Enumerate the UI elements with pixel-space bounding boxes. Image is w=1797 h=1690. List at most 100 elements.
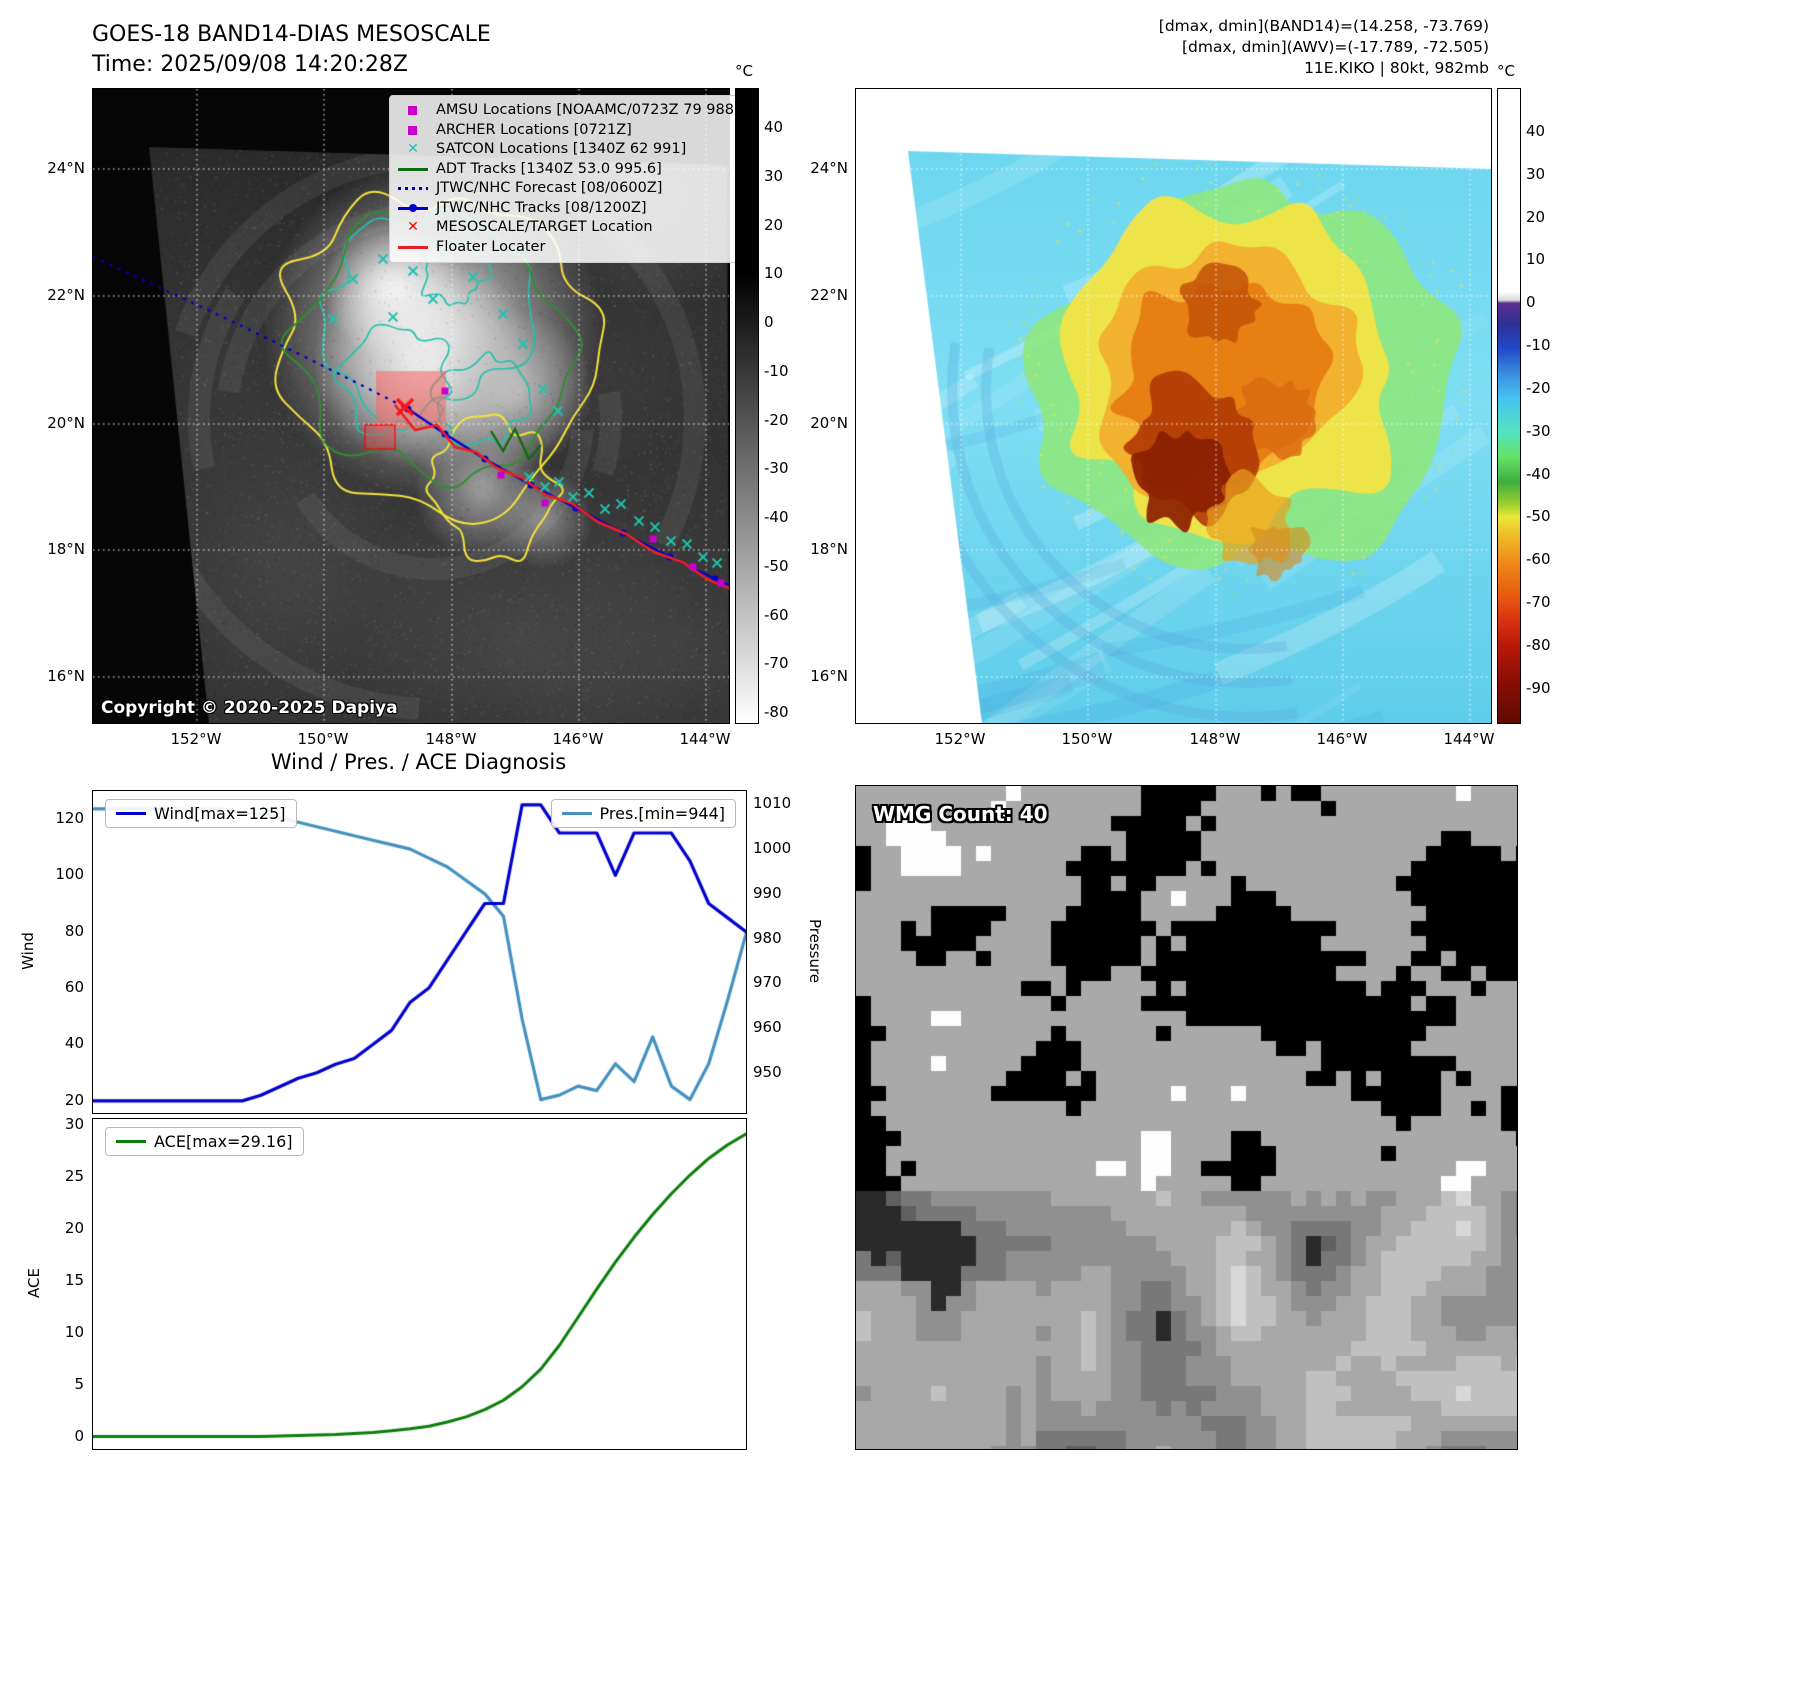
lat-tick-label: 20°N	[810, 414, 848, 432]
dmax-band14-text: [dmax, dmin](BAND14)=(14.258, -73.769)	[1158, 17, 1489, 35]
wind-pressure-canvas	[93, 791, 746, 1113]
wind-legend: Wind[max=125]	[105, 799, 297, 828]
colorbar-tick-label: -30	[764, 459, 789, 478]
ace-ytick-label: 5	[74, 1374, 84, 1393]
panel-tl-title: GOES-18 BAND14-DIAS MESOSCALE	[92, 22, 491, 47]
colorbar-tick-label: 40	[764, 118, 784, 136]
legend-item: Floater Locater	[396, 238, 740, 258]
lat-tick-label: 16°N	[47, 667, 85, 685]
wmg-canvas	[856, 786, 1517, 1449]
pressure-ytick-label: 1000	[753, 839, 792, 858]
legend-item-label: ARCHER Locations [0721Z]	[436, 121, 632, 138]
colorbar-tick-label: -50	[764, 556, 789, 575]
line-dotted-marker-icon	[396, 181, 430, 196]
colorbar-tick-label: -90	[1526, 678, 1551, 697]
wind-axis-label: Wind	[19, 932, 37, 970]
wmg-count-label: WMG Count: 40	[873, 802, 1048, 826]
wind-line-icon	[116, 812, 146, 815]
colorbar-tick-label: 40	[1526, 121, 1546, 140]
colorbar-tick-label: -20	[764, 410, 789, 429]
ace-ytick-label: 20	[64, 1219, 84, 1237]
lat-tick-label: 20°N	[47, 414, 85, 432]
colorbar-tick-label: -30	[1526, 421, 1551, 440]
panel-tl-time: Time: 2025/09/08 14:20:28Z	[92, 52, 408, 77]
colorbar-unit-left: °C	[735, 62, 753, 80]
legend-item: ✕ MESOSCALE/TARGET Location	[396, 218, 740, 238]
legend-item: ADT Tracks [1340Z 53.0 995.6]	[396, 160, 740, 180]
ace-ytick-label: 15	[64, 1270, 84, 1289]
lon-tick-label: 148°W	[425, 730, 477, 748]
lon-tick-label: 150°W	[1061, 730, 1113, 748]
colorbar-tick-label: -60	[764, 605, 789, 624]
pressure-legend: Pres.[min=944]	[550, 799, 736, 828]
square-marker-icon	[396, 103, 430, 118]
colorbar-tick-label: 10	[764, 264, 784, 283]
lon-tick-label: 150°W	[297, 730, 349, 748]
wind-ytick-label: 120	[55, 808, 84, 827]
lon-tick-label: 144°W	[679, 730, 731, 748]
legend-item: JTWC/NHC Tracks [08/1200Z]	[396, 199, 740, 219]
colorbar-tick-label: 20	[1526, 207, 1546, 226]
dmax-awv-text: [dmax, dmin](AWV)=(-17.789, -72.505)	[1182, 38, 1489, 56]
ace-ytick-label: 0	[74, 1426, 84, 1445]
pressure-ytick-label: 960	[753, 1018, 782, 1037]
legend-item-label: MESOSCALE/TARGET Location	[436, 219, 653, 235]
ace-axis-label: ACE	[25, 1268, 43, 1298]
colorbar-tick-label: -10	[764, 361, 789, 380]
wind-ytick-label: 100	[55, 865, 84, 884]
lat-tick-label: 24°N	[47, 159, 85, 177]
lat-tick-label: 24°N	[810, 159, 848, 177]
ace-ytick-label: 10	[64, 1322, 84, 1341]
legend-item: JTWC/NHC Forecast [08/0600Z]	[396, 179, 740, 199]
awv-map-panel	[855, 88, 1492, 724]
wind-ytick-label: 40	[64, 1034, 84, 1053]
line-marker-marker-icon	[396, 201, 430, 216]
colorbar-tick-label: -70	[1526, 593, 1551, 612]
pressure-line-icon	[561, 812, 592, 815]
lat-tick-label: 22°N	[47, 286, 85, 304]
colorbar-tick-label: -50	[1526, 507, 1551, 526]
colorbar-tick-label: -70	[764, 654, 789, 673]
pressure-ytick-label: 980	[753, 928, 782, 947]
line-marker-icon	[396, 162, 430, 177]
colorbar-tick-label: 30	[1526, 164, 1546, 183]
legend-item: ✕ SATCON Locations [1340Z 62 991]	[396, 140, 740, 160]
colorbar-tick-label: -10	[1526, 336, 1551, 355]
colorbar-tick-label: -60	[1526, 550, 1551, 569]
legend-item-label: AMSU Locations [NOAAMC/0723Z 79 988]	[436, 102, 740, 118]
ace-legend-label: ACE[max=29.16]	[154, 1132, 293, 1151]
lon-tick-label: 144°W	[1443, 730, 1495, 748]
map-legend: AMSU Locations [NOAAMC/0723Z 79 988] ARCH…	[389, 95, 750, 263]
legend-item: ARCHER Locations [0721Z]	[396, 121, 740, 141]
legend-item-label: SATCON Locations [1340Z 62 991]	[436, 141, 687, 157]
line-marker-icon	[396, 240, 430, 255]
lat-tick-label: 16°N	[810, 667, 848, 685]
ace-canvas	[93, 1119, 746, 1449]
wind-ytick-label: 60	[64, 978, 84, 997]
x-marker-icon: ✕	[407, 141, 419, 158]
pressure-axis-label: Pressure	[806, 918, 824, 984]
lat-tick-label: 22°N	[810, 286, 848, 304]
lon-tick-label: 146°W	[1316, 730, 1368, 748]
colorbar-tick-label: 10	[1526, 250, 1546, 269]
ace-line-icon	[116, 1140, 146, 1143]
ace-chart: ACE[max=29.16]	[92, 1118, 747, 1450]
awv-satellite-canvas	[856, 89, 1491, 723]
lat-tick-label: 18°N	[810, 540, 848, 558]
awv-colorbar	[1497, 88, 1521, 724]
colorbar-tick-label: -20	[1526, 378, 1551, 397]
colorbar-tick-label: -40	[1526, 464, 1551, 483]
wind-ytick-label: 20	[64, 1090, 84, 1109]
pressure-ytick-label: 1010	[753, 794, 792, 813]
lon-tick-label: 152°W	[170, 730, 222, 748]
band14-map-panel: AMSU Locations [NOAAMC/0723Z 79 988] ARCH…	[92, 88, 750, 724]
lon-tick-label: 152°W	[934, 730, 986, 748]
band14-colorbar	[735, 88, 759, 724]
legend-item: AMSU Locations [NOAAMC/0723Z 79 988]	[396, 101, 740, 121]
legend-item-label: Floater Locater	[436, 238, 546, 255]
lon-tick-label: 146°W	[552, 730, 604, 748]
pressure-ytick-label: 990	[753, 883, 782, 902]
legend-item-label: JTWC/NHC Forecast [08/0600Z]	[436, 180, 663, 196]
lon-tick-label: 148°W	[1189, 730, 1241, 748]
